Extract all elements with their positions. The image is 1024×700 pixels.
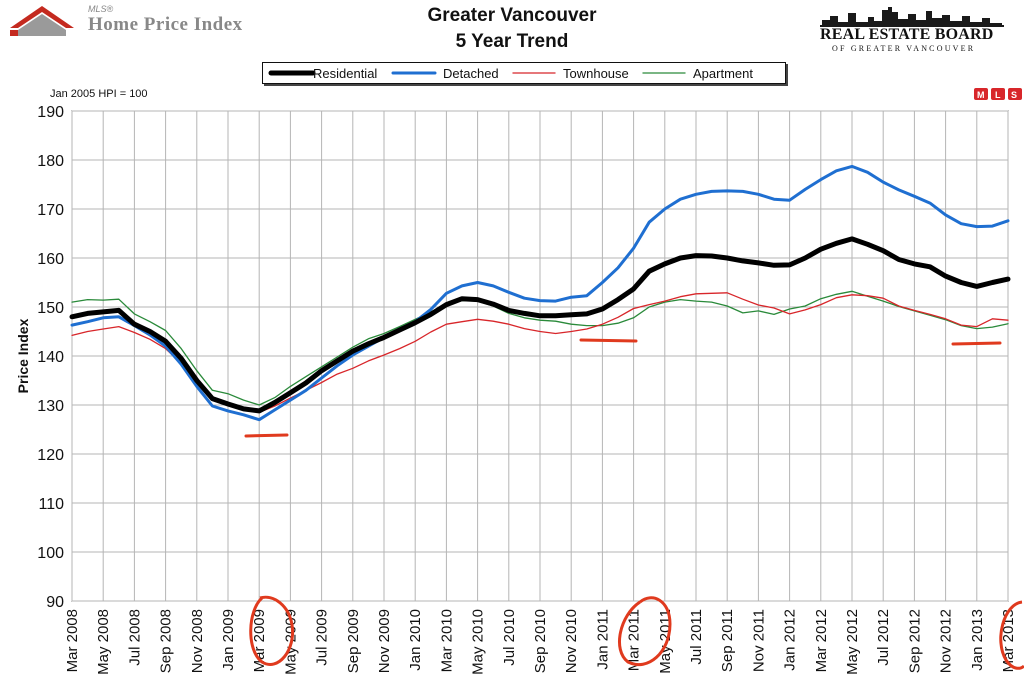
y-tick-label: 100 bbox=[37, 545, 64, 562]
series-line-residential bbox=[69, 236, 1011, 414]
annotation-underline bbox=[579, 338, 638, 343]
y-tick-label: 130 bbox=[37, 398, 64, 415]
x-tick-label: Jan 2009 bbox=[220, 609, 237, 671]
x-tick-label: Jan 2011 bbox=[594, 609, 611, 670]
mls-l-icon bbox=[991, 88, 1005, 100]
x-tick-label: Sep 2010 bbox=[532, 609, 549, 673]
y-tick-label: 150 bbox=[37, 300, 64, 317]
chart-title: Greater Vancouver bbox=[427, 5, 597, 26]
board-logo bbox=[816, 4, 1008, 56]
legend-label-apartment: Apartment bbox=[693, 66, 753, 81]
x-tick-label: Mar 2008 bbox=[64, 609, 81, 672]
legend-items: Residential Detached Townhouse Apartment bbox=[268, 66, 753, 81]
x-tick-label: Mar 2011 bbox=[626, 609, 643, 671]
x-tick-label: Nov 2012 bbox=[938, 609, 955, 673]
y-tick-label: 120 bbox=[37, 447, 64, 464]
x-tick-label: Sep 2012 bbox=[906, 609, 923, 673]
board-subtitle: OF GREATER VANCOUVER bbox=[832, 44, 976, 53]
svg-text:S: S bbox=[1011, 90, 1017, 100]
x-tick-label: Nov 2010 bbox=[563, 609, 580, 673]
x-tick-label: May 2010 bbox=[470, 609, 487, 675]
y-tick-label: 170 bbox=[37, 202, 64, 219]
y-axis-label: Price Index bbox=[15, 318, 31, 393]
x-tick-label: Jul 2012 bbox=[875, 609, 892, 666]
legend-label-townhouse: Townhouse bbox=[563, 66, 629, 81]
x-tick-label: Jul 2011 bbox=[688, 609, 705, 665]
annotation-underline bbox=[244, 433, 289, 438]
legend-label-detached: Detached bbox=[443, 66, 499, 81]
mls-hpi-logo bbox=[8, 4, 278, 44]
x-tick-label: Nov 2008 bbox=[189, 609, 206, 673]
y-tick-label: 110 bbox=[38, 496, 64, 513]
series-line-apartment bbox=[71, 290, 1009, 406]
x-tick-label: Sep 2011 bbox=[719, 609, 736, 672]
x-tick-label: Nov 2009 bbox=[376, 609, 393, 673]
house-roof-icon bbox=[10, 6, 74, 36]
annotation-circle bbox=[618, 596, 672, 666]
x-tick-label: Jan 2010 bbox=[407, 609, 424, 671]
x-tick-label: Jan 2012 bbox=[782, 609, 799, 671]
annotation-circle bbox=[999, 600, 1024, 670]
y-tick-label: 180 bbox=[37, 153, 64, 170]
x-tick-label: Nov 2011 bbox=[750, 609, 767, 672]
logo-superscript: MLS® bbox=[88, 4, 114, 14]
y-tick-label: 90 bbox=[46, 594, 64, 611]
x-tick-label: Sep 2009 bbox=[345, 609, 362, 673]
x-tick-label: Jan 2013 bbox=[969, 609, 986, 671]
hpi-baseline-note: Jan 2005 HPI = 100 bbox=[50, 88, 148, 100]
series-line-detached bbox=[70, 164, 1010, 422]
x-tick-label: Jul 2010 bbox=[501, 609, 518, 666]
mls-s-icon bbox=[1008, 88, 1022, 100]
legend-label-residential: Residential bbox=[313, 66, 377, 81]
y-tick-label: 190 bbox=[37, 104, 64, 121]
svg-text:M: M bbox=[977, 90, 985, 100]
mls-m-icon bbox=[974, 88, 988, 100]
x-tick-label: May 2012 bbox=[844, 609, 861, 675]
x-tick-label: May 2011 bbox=[657, 609, 674, 674]
chart-subtitle: 5 Year Trend bbox=[455, 31, 569, 52]
x-tick-label: May 2008 bbox=[95, 609, 112, 675]
x-tick-label: Mar 2010 bbox=[438, 609, 455, 672]
board-name: REAL ESTATE BOARD bbox=[820, 26, 994, 43]
svg-text:L: L bbox=[995, 90, 1001, 100]
annotation-circle bbox=[249, 595, 295, 666]
chart-legend: Residential Detached Townhouse Apartment bbox=[262, 62, 786, 84]
x-tick-label: Jul 2009 bbox=[314, 609, 331, 666]
annotation-underline bbox=[951, 341, 1002, 346]
city-skyline-icon bbox=[820, 7, 1004, 27]
x-tick-label: Sep 2008 bbox=[158, 609, 175, 673]
y-tick-label: 160 bbox=[37, 251, 64, 268]
logo-text: Home Price Index bbox=[88, 14, 243, 35]
x-tick-label: Mar 2012 bbox=[813, 609, 830, 672]
y-tick-label: 140 bbox=[37, 349, 64, 366]
x-tick-label: Jul 2008 bbox=[126, 609, 143, 666]
